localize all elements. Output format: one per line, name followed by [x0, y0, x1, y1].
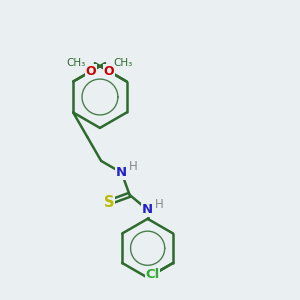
Text: Cl: Cl — [146, 268, 160, 281]
Text: N: N — [142, 203, 153, 217]
Text: H: H — [129, 160, 138, 173]
Text: N: N — [116, 166, 127, 179]
Text: O: O — [86, 65, 96, 78]
Text: S: S — [103, 195, 114, 210]
Text: H: H — [155, 198, 164, 211]
Text: CH₃: CH₃ — [113, 58, 133, 68]
Text: O: O — [103, 65, 114, 78]
Text: CH₃: CH₃ — [67, 58, 86, 68]
